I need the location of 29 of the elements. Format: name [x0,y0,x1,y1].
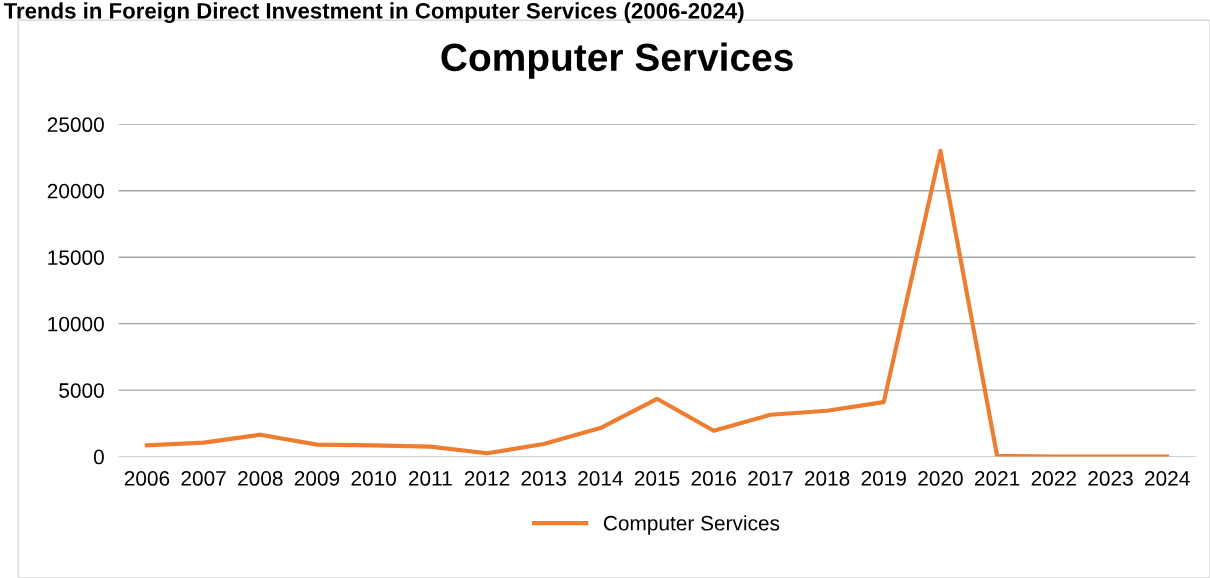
x-tick-label: 2013 [521,471,566,486]
x-tick-label: 2024 [1145,471,1190,486]
x-tick-label: 2011 [408,471,452,486]
chart-title: Trends in Foreign Direct Investment in Computer Services (2006-2024) [3,2,744,24]
x-tick-label: 2007 [181,471,226,486]
x-tick-label: 2010 [351,471,396,486]
x-tick-label: 2020 [918,471,963,486]
x-tick-label: 2019 [861,471,906,486]
x-tick-label: 2014 [578,471,623,486]
y-tick-label: 5000 [59,383,104,398]
x-tick-label: 2012 [464,471,510,486]
y-tick-label: 15000 [48,250,104,265]
x-tick-label: 2015 [634,471,680,486]
x-tick-label: 2009 [294,471,340,486]
y-tick-label: 0 [93,449,104,465]
x-tick-label: 2021 [974,471,1020,486]
y-tick-label: 10000 [48,316,104,332]
x-tick-label: 2006 [124,471,170,486]
y-tick-label: 20000 [47,183,104,199]
x-tick-label: 2018 [804,471,850,486]
x-tick-label: 2017 [748,471,793,486]
y-tick-label: 25000 [47,117,104,133]
line-series [144,148,1170,457]
x-tick-label: 2022 [1031,471,1076,486]
x-tick-label: 2016 [691,471,736,486]
chart-subtitle: Computer Services [441,42,793,79]
x-tick-label: 2023 [1088,471,1133,486]
x-tick-label: 2008 [238,471,283,486]
legend-label: Computer Services [603,515,780,535]
